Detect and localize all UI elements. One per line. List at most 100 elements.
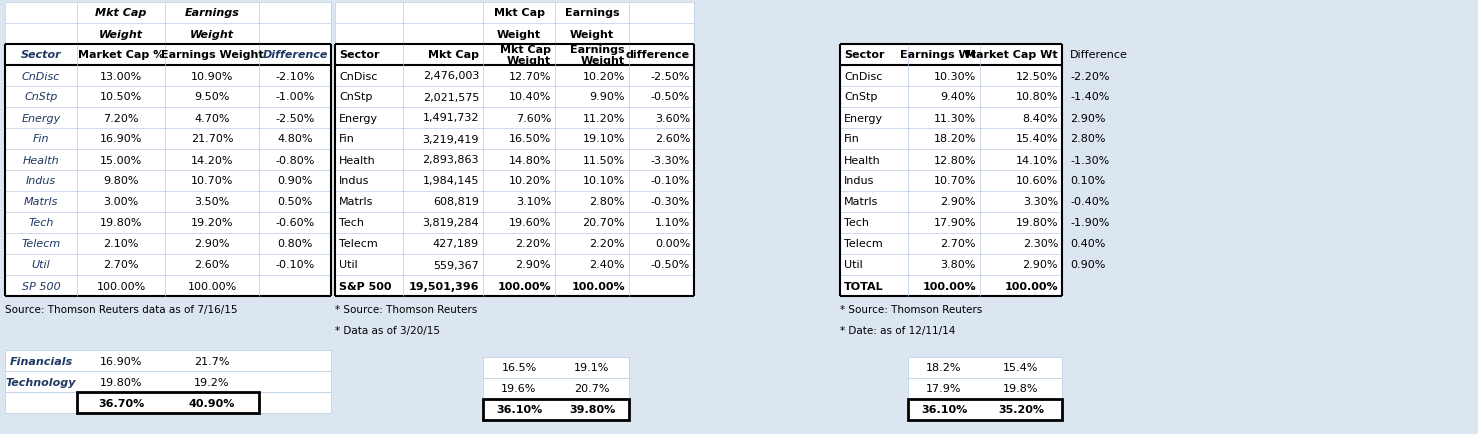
- Text: Financials: Financials: [9, 356, 72, 366]
- Bar: [77, 45, 166, 66]
- Text: -0.10%: -0.10%: [275, 260, 315, 270]
- Text: 12.70%: 12.70%: [508, 71, 551, 81]
- Text: 10.50%: 10.50%: [101, 92, 142, 102]
- Text: 2.70%: 2.70%: [103, 260, 139, 270]
- Text: 21.7%: 21.7%: [194, 356, 229, 366]
- Bar: [4, 171, 77, 191]
- Bar: [4, 254, 77, 275]
- Bar: [556, 150, 630, 171]
- Text: 4.80%: 4.80%: [278, 134, 313, 144]
- Bar: [907, 398, 1063, 420]
- Text: 10.10%: 10.10%: [582, 176, 625, 186]
- Text: 2.60%: 2.60%: [194, 260, 229, 270]
- Bar: [336, 66, 403, 87]
- Text: difference: difference: [625, 50, 690, 60]
- Text: Matrls: Matrls: [338, 197, 374, 207]
- Text: Weight: Weight: [99, 30, 143, 39]
- Bar: [556, 233, 630, 254]
- Bar: [4, 372, 331, 392]
- Text: 10.30%: 10.30%: [934, 71, 975, 81]
- Text: 2,021,575: 2,021,575: [423, 92, 479, 102]
- Bar: [840, 171, 907, 191]
- Text: 9.40%: 9.40%: [940, 92, 975, 102]
- Bar: [77, 129, 166, 150]
- Bar: [840, 129, 907, 150]
- Text: 16.50%: 16.50%: [508, 134, 551, 144]
- Text: Tech: Tech: [338, 218, 364, 228]
- Text: Mkt Cap: Mkt Cap: [95, 9, 146, 19]
- Text: Market Cap Wt: Market Cap Wt: [965, 50, 1058, 60]
- Text: Market Cap %: Market Cap %: [78, 50, 164, 60]
- Bar: [840, 66, 907, 87]
- Bar: [77, 191, 166, 213]
- Text: 36.70%: 36.70%: [98, 398, 145, 408]
- Bar: [907, 398, 1063, 420]
- Text: 1,491,732: 1,491,732: [423, 113, 479, 123]
- Bar: [980, 233, 1063, 254]
- Text: Telecm: Telecm: [338, 239, 378, 249]
- Bar: [4, 350, 331, 372]
- Bar: [980, 45, 1063, 66]
- Bar: [483, 378, 630, 398]
- Text: 15.00%: 15.00%: [101, 155, 142, 165]
- Bar: [840, 108, 907, 129]
- Bar: [259, 129, 331, 150]
- Bar: [4, 150, 77, 171]
- Text: 19.8%: 19.8%: [1004, 383, 1039, 393]
- Bar: [4, 108, 77, 129]
- Text: 20.70%: 20.70%: [582, 218, 625, 228]
- Bar: [4, 87, 77, 108]
- Text: 9.90%: 9.90%: [590, 92, 625, 102]
- Bar: [556, 66, 630, 87]
- Text: 10.20%: 10.20%: [508, 176, 551, 186]
- Text: Indus: Indus: [338, 176, 370, 186]
- Text: 10.70%: 10.70%: [934, 176, 975, 186]
- Text: 2.30%: 2.30%: [1023, 239, 1058, 249]
- Bar: [403, 191, 483, 213]
- Text: Sector: Sector: [338, 50, 380, 60]
- Text: Util: Util: [338, 260, 358, 270]
- Bar: [483, 129, 556, 150]
- Bar: [403, 275, 483, 296]
- Bar: [980, 275, 1063, 296]
- Bar: [980, 66, 1063, 87]
- Text: 15.40%: 15.40%: [1015, 134, 1058, 144]
- Bar: [4, 129, 77, 150]
- Bar: [403, 171, 483, 191]
- Bar: [980, 129, 1063, 150]
- Text: * Data as of 3/20/15: * Data as of 3/20/15: [336, 325, 440, 335]
- Bar: [483, 398, 630, 420]
- Text: Fin: Fin: [338, 134, 355, 144]
- Text: Earnings Weight: Earnings Weight: [161, 50, 263, 60]
- Bar: [4, 3, 331, 45]
- Bar: [259, 108, 331, 129]
- Text: Health: Health: [844, 155, 881, 165]
- Text: -1.00%: -1.00%: [275, 92, 315, 102]
- Text: Sector: Sector: [21, 50, 61, 60]
- Text: 1,984,145: 1,984,145: [423, 176, 479, 186]
- Text: Matrls: Matrls: [24, 197, 58, 207]
- Bar: [907, 66, 980, 87]
- Bar: [403, 45, 483, 66]
- Text: Telecm: Telecm: [844, 239, 882, 249]
- Text: Tech: Tech: [844, 218, 869, 228]
- Bar: [4, 191, 77, 213]
- Text: 13.00%: 13.00%: [101, 71, 142, 81]
- Text: 17.9%: 17.9%: [927, 383, 962, 393]
- Bar: [166, 150, 259, 171]
- Text: 19.20%: 19.20%: [191, 218, 234, 228]
- Text: 11.20%: 11.20%: [582, 113, 625, 123]
- Bar: [483, 108, 556, 129]
- Text: 3,219,419: 3,219,419: [423, 134, 479, 144]
- Text: 2.70%: 2.70%: [940, 239, 975, 249]
- Bar: [166, 171, 259, 191]
- Bar: [259, 254, 331, 275]
- Text: 18.20%: 18.20%: [934, 134, 975, 144]
- Bar: [840, 213, 907, 233]
- Bar: [630, 108, 695, 129]
- Text: 3.50%: 3.50%: [195, 197, 229, 207]
- Bar: [403, 87, 483, 108]
- Text: Weight: Weight: [497, 30, 541, 39]
- Text: Fin: Fin: [33, 134, 49, 144]
- Bar: [259, 213, 331, 233]
